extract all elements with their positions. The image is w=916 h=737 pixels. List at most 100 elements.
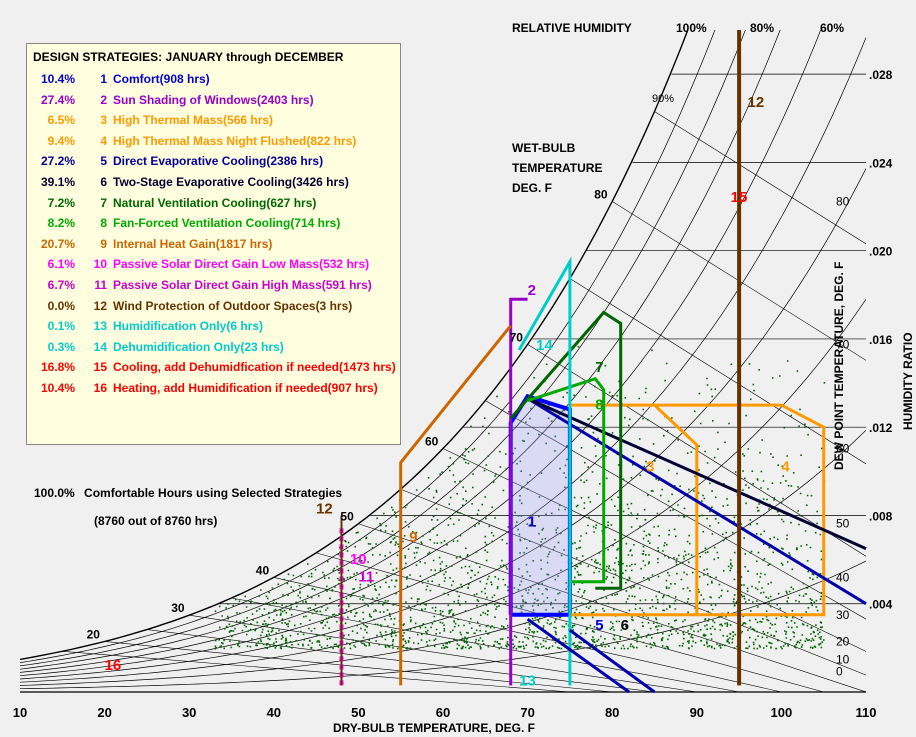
dewpoint-label: 40 (836, 570, 850, 584)
rh-curve (20, 30, 746, 667)
rh-label-90: 90% (652, 93, 674, 105)
legend-item: 27.4% 2 Sun Shading of Windows(2403 hrs) (27, 93, 397, 113)
x-axis-label: DRY-BULB TEMPERATURE, DEG. F (333, 721, 535, 735)
legend-item: 0.0% 12 Wind Protection of Outdoor Spaces(… (27, 299, 397, 319)
legend-item-label: Direct Evaporative Cooling(2386 hrs) (113, 154, 324, 169)
y-tick-label: .008 (869, 509, 893, 523)
legend-item-num: 9 (100, 236, 107, 251)
dewpoint-label: 10 (836, 652, 850, 666)
zone-label-7: 7 (595, 359, 603, 376)
y-tick-label: .024 (869, 156, 893, 170)
zone-label-15: 15 (731, 189, 748, 206)
wetbulb-label: 80 (594, 187, 608, 201)
legend-item-num: 1 (100, 72, 107, 86)
legend-item: 6.7% 11 Passive Solar Direct Gain High Mas… (27, 278, 397, 298)
legend-item-pct: 39.1% (40, 175, 75, 189)
legend-item-num: 10 (93, 257, 107, 272)
legend-item-pct: 9.4% (47, 133, 75, 148)
legend-item-num: 6 (100, 175, 107, 189)
legend-item-num: 2 (100, 92, 107, 107)
legend-item-num: 4 (100, 133, 107, 148)
rh-curve (20, 37, 866, 677)
rh-header: RELATIVE HUMIDITY (512, 21, 632, 35)
y-tick-label: .020 (869, 245, 893, 259)
legend-item: 10.4% 16 Heating, add Humidification if ne… (27, 381, 397, 401)
dewpoint-label: 0 (836, 664, 843, 678)
dewpoint-axis-label: DEW POINT TEMPERATURE, DEG. F (832, 262, 846, 470)
wetbulb-line (612, 201, 866, 361)
zone-6-two-stage (526, 397, 867, 550)
x-tick-label: 70 (520, 705, 534, 720)
x-tick-label: 40 (267, 705, 281, 720)
dewpoint-label: 50 (836, 517, 850, 531)
legend-item-num: 14 (93, 339, 107, 354)
legend-item-pct: 10.4% (40, 72, 75, 86)
legend-item-num: 8 (100, 216, 107, 231)
wetbulb-label: 30 (171, 601, 185, 615)
legend-item-pct: 0.1% (47, 319, 75, 334)
legend-item: 0.1% 13 Humidification Only(6 hrs) (27, 319, 397, 339)
legend-item-pct: 16.8% (40, 360, 75, 375)
wetbulb-label: 60 (425, 435, 439, 449)
legend-item-label: Natural Ventilation Cooling(627 hrs) (113, 195, 317, 210)
legend-item-pct: 7.2% (47, 195, 75, 210)
zone-9-internal-gain (399, 324, 512, 686)
dewpoint-label: 30 (836, 608, 850, 622)
zone-5-lower (526, 617, 630, 694)
x-tick-label: 100 (771, 705, 793, 720)
wetbulb-title-2: TEMPERATURE (512, 161, 602, 175)
legend-item-label: High Thermal Mass Night Flushed(822 hrs) (113, 133, 357, 148)
legend-item: 39.1% 6 Two-Stage Evaporative Cooling(3426… (27, 175, 397, 195)
zone-label-5: 5 (595, 617, 603, 634)
legend-item-label: Wind Protection of Outdoor Spaces(3 hrs) (113, 298, 353, 313)
dewpoint-label: 60 (836, 442, 850, 456)
legend-item-label: Passive Solar Direct Gain High Mass(591 … (113, 278, 372, 292)
summary-pct: 100.0% (34, 486, 75, 500)
rh-curve (20, 30, 716, 663)
zone-1-comfort (508, 393, 572, 617)
rh-curve (20, 168, 866, 680)
wetbulb-label: 20 (87, 627, 101, 641)
zone-label-4: 4 (781, 458, 790, 475)
x-tick-label: 90 (690, 705, 704, 720)
wetbulb-label: 70 (510, 330, 524, 344)
legend-item-label: Cooling, add Dehumidfication if needed(1… (113, 360, 396, 375)
rh-label-80: 80% (750, 21, 774, 35)
dewpoint-label: 70 (836, 337, 850, 351)
legend-item-pct: 6.5% (47, 113, 75, 128)
zone-2-sun-shading (509, 297, 528, 686)
summary-line1: Comfortable Hours using Selected Strateg… (84, 486, 343, 500)
legend-item: 9.4% 4 High Thermal Mass Night Flushed(822… (27, 134, 397, 154)
rh-curve (20, 429, 866, 686)
legend-item-pct: 10.4% (40, 381, 75, 395)
x-tick-label: 50 (351, 705, 365, 720)
legend-item-num: 15 (93, 360, 107, 375)
legend-item-label: Heating, add Humidification if needed(90… (113, 381, 378, 395)
x-tick-label: 10 (13, 705, 27, 720)
legend-item-label: High Thermal Mass(566 hrs) (113, 113, 274, 128)
summary-line2: (8760 out of 8760 hrs) (94, 514, 218, 528)
dewpoint-label: 80 (836, 194, 850, 208)
zone-label-16: 16 (105, 657, 122, 674)
wetbulb-label: 40 (256, 563, 270, 577)
legend-item-num: 5 (100, 154, 107, 169)
zone-label-10: 10 (350, 551, 367, 568)
rh-curve (20, 30, 781, 670)
legend-title: DESIGN STRATEGIES: JANUARY through DECEM… (33, 50, 344, 64)
legend-item-pct: 8.2% (47, 216, 75, 231)
x-tick-label: 80 (605, 705, 619, 720)
x-tick-label: 110 (856, 705, 877, 720)
wetbulb-line (62, 650, 570, 692)
zone-label-9: 9 (409, 529, 417, 546)
summary: 100.0% Comfortable Hours using Selected … (34, 486, 343, 528)
design-strategies-legend: DESIGN STRATEGIES: JANUARY through DECEM… (26, 43, 401, 445)
legend-item-pct: 27.2% (40, 154, 75, 169)
wetbulb-line (273, 577, 782, 692)
legend-item: 27.2% 5 Direct Evaporative Cooling(2386 hr… (27, 154, 397, 174)
zone-8-fan-vent (527, 376, 606, 584)
legend-item-label: Fan-Forced Ventilation Cooling(714 hrs) (113, 216, 341, 231)
legend-item: 10.4% 1 Comfort(908 hrs) (27, 72, 397, 92)
y-tick-label: .016 (869, 333, 893, 347)
rh-label-60: 60% (820, 21, 844, 35)
